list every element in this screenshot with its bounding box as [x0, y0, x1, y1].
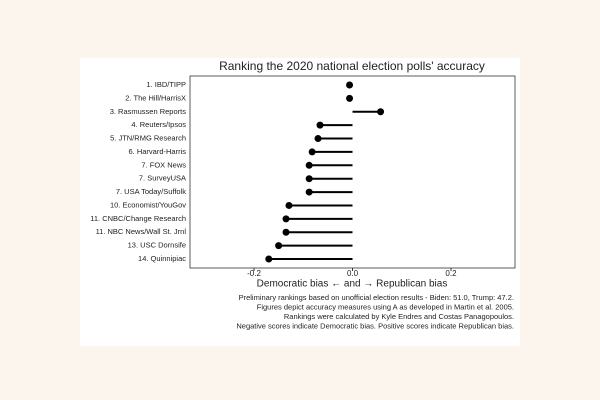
dot: [305, 175, 313, 183]
dot: [346, 94, 354, 102]
x-axis-title: Democratic bias ← and → Republican bias: [257, 279, 448, 290]
dot: [282, 228, 290, 236]
y-tick-label: 7. USA Today/Suffolk: [116, 187, 186, 196]
dot: [346, 81, 354, 89]
dot: [316, 121, 324, 129]
y-tick-label: 2. The Hill/HarrisX: [125, 93, 186, 102]
dot: [265, 255, 273, 263]
chart-title: Ranking the 2020 national election polls…: [219, 59, 485, 73]
caption: Negative scores indicate Democratic bias…: [236, 321, 514, 330]
dot: [308, 148, 316, 156]
y-tick-label: 13. USC Dornsife: [128, 241, 186, 250]
x-tick-label: 0.2: [445, 269, 457, 278]
dot: [285, 201, 293, 209]
dot: [305, 188, 313, 196]
dot: [275, 242, 283, 250]
y-tick-label: 5. JTN/RMG Research: [110, 134, 186, 143]
y-tick-label: 7. SurveyUSA: [139, 174, 186, 183]
panel: [80, 58, 520, 346]
dot: [282, 215, 290, 223]
caption: Rankings were calculated by Kyle Endres …: [284, 312, 514, 321]
dot: [314, 135, 322, 143]
dot: [305, 161, 313, 169]
y-tick-label: 7. FOX News: [141, 160, 186, 169]
y-tick-label: 10. Economist/YouGov: [110, 200, 186, 209]
y-tick-label: 11. CNBC/Change Research: [90, 214, 186, 223]
y-tick-label: 1. IBD/TIPP: [146, 80, 186, 89]
caption: Figures depict accuracy measures using A…: [257, 302, 514, 311]
x-tick-label: 0.0: [347, 269, 359, 278]
dot: [377, 108, 385, 116]
y-tick-label: 4. Reuters/Ipsos: [131, 120, 186, 129]
y-tick-label: 11. NBC News/Wall St. Jrnl: [96, 227, 187, 236]
y-tick-label: 14. Quinnipiac: [138, 254, 186, 263]
y-tick-label: 6. Harvard-Harris: [128, 147, 186, 156]
y-tick-label: 3. Rasmussen Reports: [110, 107, 187, 116]
caption: Preliminary rankings based on unofficial…: [239, 293, 514, 302]
x-tick-label: -0.2: [247, 269, 261, 278]
